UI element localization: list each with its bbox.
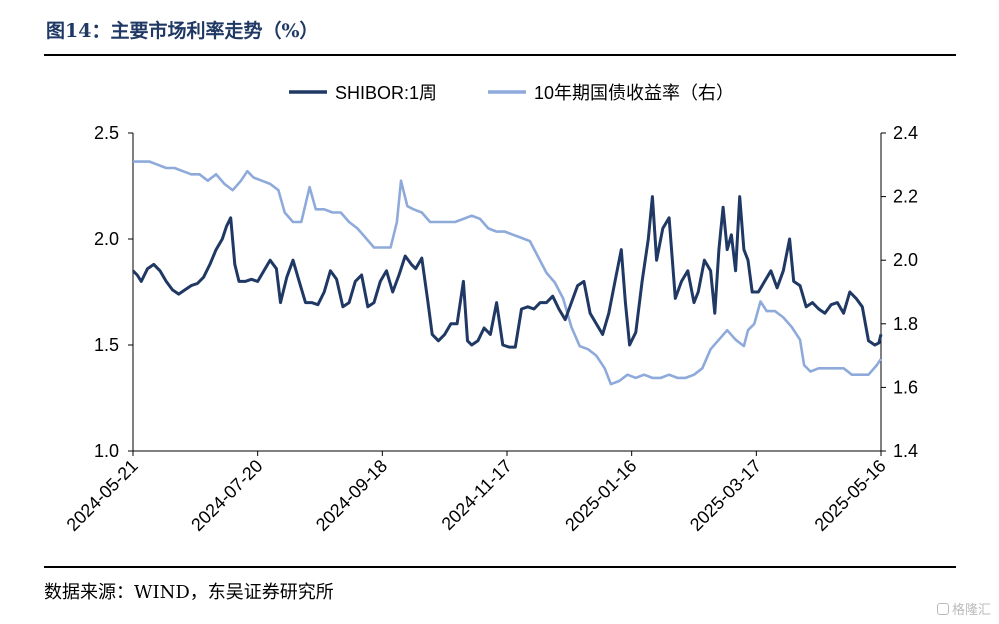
right-y-tick-label: 1.6 [893, 377, 918, 397]
rate-chart: 1.0 1.5 2.0 2.5 1.4 1.6 1.8 2.0 2.2 2.4 2024-05-21… [63, 83, 918, 535]
shibor-1w-line [131, 195, 883, 349]
right-y-tick-label: 1.4 [893, 441, 918, 461]
watermark-logo-icon [936, 602, 949, 615]
x-tick-label: 2024-09-18 [312, 456, 391, 535]
source-note: 数据来源：WIND，东吴证券研究所 [44, 582, 334, 603]
legend-label: 10年期国债收益率（右） [534, 83, 734, 103]
x-tick-label: 2025-03-17 [686, 456, 765, 535]
watermark: 格隆汇 [936, 599, 991, 618]
top-rule [44, 54, 956, 56]
left-y-tick-label: 1.0 [94, 441, 119, 461]
right-y-tick-label: 2.4 [893, 123, 918, 143]
x-tick-label: 2025-05-16 [811, 456, 890, 535]
right-y-tick-label: 2.0 [893, 250, 918, 270]
left-y-tick-label: 2.5 [94, 123, 119, 143]
x-tick-label: 2024-05-21 [63, 456, 142, 535]
right-y-tick-label: 1.8 [893, 314, 918, 334]
chart-title: 图14：主要市场利率走势（%） [46, 20, 319, 42]
right-y-tick-label: 2.2 [893, 187, 918, 207]
x-tick-label: 2024-07-20 [187, 456, 266, 535]
legend-label: SHIBOR:1周 [335, 83, 437, 103]
bottom-rule [44, 566, 956, 568]
cgb-10y-line [133, 160, 883, 386]
x-tick-label: 2024-11-17 [438, 456, 516, 534]
x-tick-label: 2025-01-16 [561, 456, 640, 535]
watermark-text: 格隆汇 [951, 603, 991, 618]
left-y-tick-label: 2.0 [94, 229, 119, 249]
left-y-tick-label: 1.5 [94, 335, 119, 355]
